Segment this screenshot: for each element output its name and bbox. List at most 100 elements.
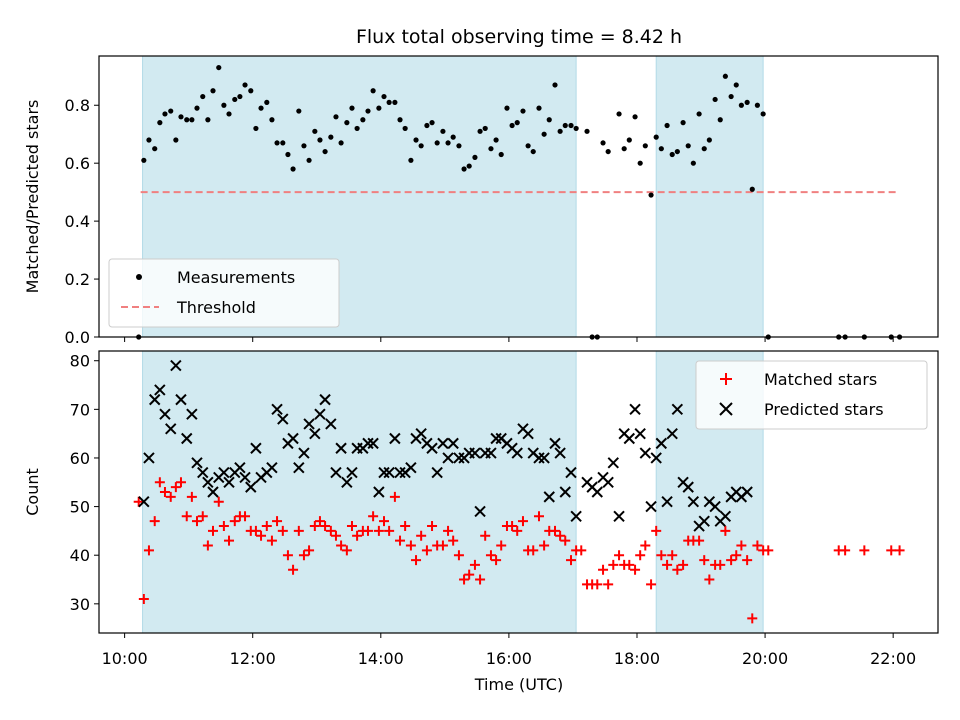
matched-stars-point xyxy=(154,477,165,488)
predicted-stars-point xyxy=(143,452,155,464)
predicted-stars-point xyxy=(709,500,721,513)
predicted-stars-point xyxy=(309,427,321,440)
predicted-stars-point xyxy=(538,452,550,464)
predicted-stars-point xyxy=(634,427,646,440)
measurement-point xyxy=(226,111,232,117)
matched-stars-point xyxy=(175,477,186,488)
measurement-point xyxy=(418,143,424,149)
matched-stars-point xyxy=(218,521,229,532)
matched-stars-point xyxy=(736,540,747,551)
measurement-point xyxy=(402,125,408,132)
matched-stars-point xyxy=(720,525,731,536)
matched-stars-point xyxy=(560,535,571,546)
measurement-point xyxy=(242,82,248,88)
matched-stars-point xyxy=(336,540,347,551)
matched-stars-point xyxy=(405,540,416,551)
predicted-stars-point xyxy=(559,486,571,498)
predicted-stars-point xyxy=(319,393,331,406)
matched-stars-point xyxy=(443,525,454,536)
matched-stars-point xyxy=(229,516,240,527)
matched-stars-point xyxy=(181,511,192,522)
measurement-point xyxy=(258,105,264,111)
measurement-point xyxy=(290,166,296,172)
measurement-point xyxy=(173,137,179,143)
measurements-legend-marker xyxy=(136,274,142,280)
measurement-point xyxy=(536,105,542,111)
predicted-stars-point xyxy=(383,466,395,479)
predicted-stars-point xyxy=(682,481,694,493)
y-tick-label: 40 xyxy=(70,546,90,565)
matched-stars-point xyxy=(325,525,336,536)
predicted-stars-point xyxy=(197,466,209,479)
matched-stars-point xyxy=(678,559,689,570)
predicted-stars-point xyxy=(698,515,710,527)
measurement-point xyxy=(760,111,766,117)
chart-title: Flux total observing time = 8.42 h xyxy=(356,26,682,48)
measurement-point xyxy=(717,117,723,123)
matched-stars-point xyxy=(453,550,464,561)
measurement-point xyxy=(360,117,366,123)
measurement-point xyxy=(349,105,355,111)
measurement-point xyxy=(424,122,430,129)
y-tick-label: 60 xyxy=(70,449,90,468)
matched-stars-point xyxy=(448,535,459,546)
matched-stars-point xyxy=(437,540,448,551)
matched-stars-point xyxy=(149,516,160,527)
measurement-point xyxy=(216,64,222,71)
matched-stars-point xyxy=(662,559,673,570)
matched-stars-point xyxy=(726,555,737,566)
matched-stars-point xyxy=(517,516,528,527)
matched-stars-point xyxy=(672,564,683,575)
predicted-stars-point xyxy=(314,408,326,420)
measurement-point xyxy=(274,140,280,146)
measurement-point xyxy=(706,137,712,143)
observing-interval-shading xyxy=(142,350,764,634)
matched-stars-point xyxy=(651,525,662,536)
matched-stars-point xyxy=(191,516,202,527)
predicted-stars-point xyxy=(426,442,438,454)
matched-stars-point xyxy=(894,545,905,556)
y-tick-label: 0.2 xyxy=(65,270,90,289)
y-tick-label: 80 xyxy=(70,352,90,371)
shaded-interval xyxy=(142,350,577,634)
measurement-point xyxy=(280,140,286,146)
x-tick-label: 12:00 xyxy=(230,649,276,668)
measurement-point xyxy=(472,154,478,160)
measurement-point xyxy=(237,93,243,100)
predicted-stars-point xyxy=(325,418,337,430)
measurement-point xyxy=(482,125,488,132)
measurement-point xyxy=(498,151,504,158)
predicted-stars-point xyxy=(223,476,235,488)
measurement-point xyxy=(440,128,446,134)
x-tick-label: 10:00 xyxy=(102,649,148,668)
measurement-point xyxy=(285,151,291,158)
measurement-point xyxy=(552,82,558,88)
predicted-stars-point xyxy=(335,442,347,454)
predicted-stars-point xyxy=(330,466,342,479)
predicted-stars-point xyxy=(181,432,193,445)
predicted-stars-point xyxy=(453,452,465,464)
count-panel-frame xyxy=(98,350,939,634)
matched-stars-legend-marker xyxy=(720,373,732,385)
measurement-point xyxy=(584,128,590,134)
matched-stars-point xyxy=(411,555,422,566)
matched-stars-point xyxy=(384,525,395,536)
predicted-stars-point xyxy=(607,457,619,469)
measurement-point xyxy=(248,88,254,94)
matched-stars-point xyxy=(608,559,619,570)
measurement-point xyxy=(546,117,552,123)
measurement-point xyxy=(728,93,734,100)
matched-stars-point xyxy=(747,613,758,624)
y-tick-label: 0.4 xyxy=(65,212,90,231)
x-axis-label: Time (UTC) xyxy=(474,675,563,694)
matched-stars-point xyxy=(266,535,277,546)
measurement-points xyxy=(136,64,903,340)
predicted-stars-point xyxy=(554,447,566,459)
matched-stars-point xyxy=(496,540,507,551)
matched-stars-point xyxy=(667,550,678,561)
measurement-point xyxy=(461,166,467,172)
matched-stars-point xyxy=(352,530,363,541)
measurement-point xyxy=(530,148,536,155)
measurement-point xyxy=(301,143,307,149)
